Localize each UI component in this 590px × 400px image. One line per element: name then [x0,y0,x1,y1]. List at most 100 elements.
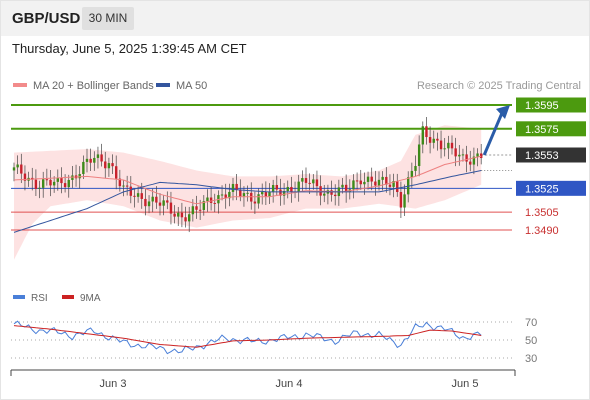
candle [392,173,395,198]
candle [450,135,454,155]
candle-body [472,156,476,165]
forecast-arrow-shaft [482,112,504,156]
candle [56,169,59,191]
candle-body [355,180,359,182]
candle [363,172,366,195]
candle [454,137,457,167]
candle-body [89,158,92,163]
timeframe-button[interactable]: 30 MIN [82,7,134,30]
candle-body [177,212,180,217]
candle [246,185,249,202]
candle-body [231,183,235,192]
candle [271,179,275,203]
candle-body [206,197,209,202]
candle [195,195,198,219]
candle [428,126,432,154]
price-label-1-3595: 1.3595 [525,100,559,112]
candle [344,174,348,203]
candle-body [184,217,187,222]
candle [125,175,129,196]
candle-body [308,182,311,184]
candle [136,186,140,203]
candle-body [476,153,479,157]
candle-body [359,180,362,185]
candle-body [42,179,45,188]
candle-body [49,179,52,186]
candle-body [450,142,454,149]
candle-body [323,193,326,196]
candle [381,171,384,191]
rsi-swatch [13,295,25,300]
candle-body [125,185,129,187]
legend-rsi-label: RSI [31,293,48,304]
candle-body [414,165,417,171]
rsi-tick-30: 30 [525,353,537,365]
candle [410,162,414,188]
candle [385,167,388,193]
candle [118,169,122,192]
candle-body [301,178,304,182]
timestamp: Thursday, June 5, 2025 1:39:45 AM CET [12,41,247,56]
ma20-line [13,155,482,205]
candle-body [381,176,384,180]
candle-body [271,184,275,193]
candle [49,170,52,197]
candle-body [392,181,395,187]
candle-body [71,175,74,180]
candle-body [118,178,122,187]
candle [147,195,151,214]
candle-body [341,184,344,188]
candle-body [85,158,89,162]
candle-body [304,178,308,183]
forecast-arrowhead [496,105,510,119]
candle [133,188,136,208]
candle-body [374,181,377,186]
candle-body [224,194,227,199]
candle-body [202,201,205,210]
candle [439,130,443,159]
candle [355,172,359,191]
candle-body [82,161,85,175]
candle [290,176,293,203]
candle-body [198,209,202,211]
price-label-1-3553-box [516,147,586,163]
price-label-1-3490: 1.3490 [525,225,559,237]
candle-body [377,179,381,186]
candle [144,188,147,216]
candle-body [228,191,231,199]
legend-9ma-label: 9MA [80,293,101,304]
x-tick-label-Jun-3: Jun 3 [100,378,127,390]
candle-body [133,195,136,197]
candle-body [403,194,406,208]
candle-body [104,161,107,169]
candle-body [56,177,59,182]
candle-body [169,202,173,214]
candle [93,151,96,171]
candle-body [20,164,23,174]
candle-body [195,206,198,210]
candle [458,145,461,166]
candle-body [421,126,424,145]
candle-body [290,186,293,193]
candle-body [425,126,428,138]
ma50-line [13,170,482,233]
legend-ma50: MA 50 [156,80,207,92]
candle-body [155,196,158,203]
candle-body [439,140,443,150]
candle-body [60,177,63,184]
candle [104,151,107,179]
candle-body [264,192,268,197]
candle-body [275,184,278,190]
candle [96,146,100,169]
candle [425,117,428,145]
candle [388,174,392,196]
candle [67,174,70,198]
candle-body [67,179,70,188]
candle-body [180,212,184,218]
candle [184,206,187,228]
candle-body [52,181,56,186]
candle-body [257,194,260,204]
rsi-tick-70: 70 [525,317,537,329]
candle-body [115,166,118,179]
candle-body [428,137,432,143]
